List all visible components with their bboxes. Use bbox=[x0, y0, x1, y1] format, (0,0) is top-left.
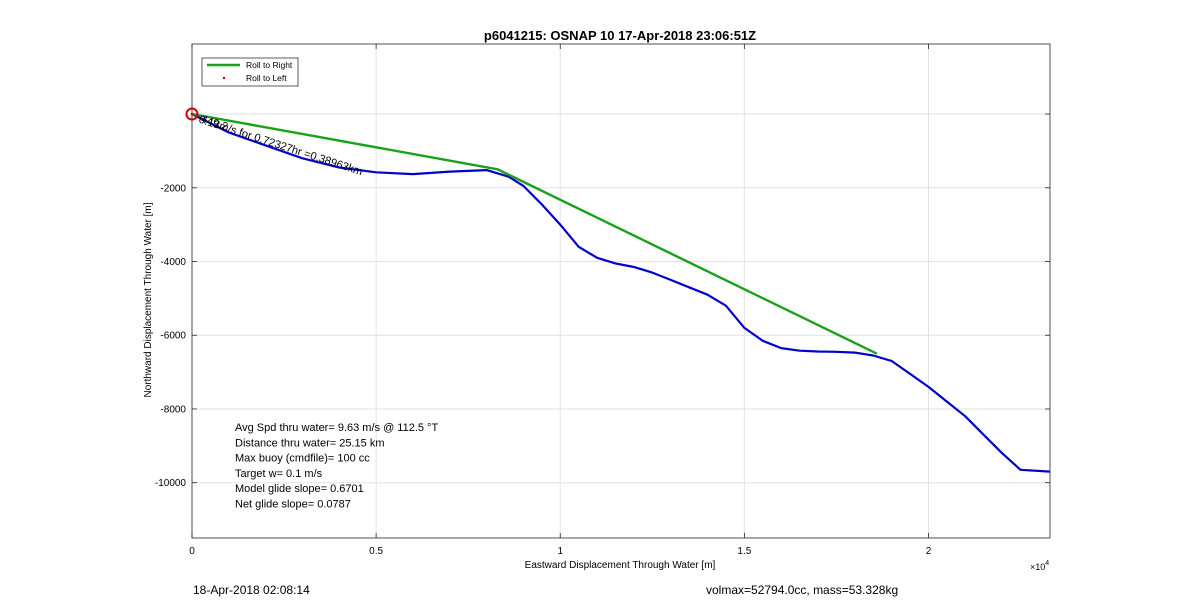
y-tick-label: -6000 bbox=[160, 331, 186, 342]
plot-area bbox=[192, 44, 1050, 538]
x-tick-label: 1 bbox=[557, 546, 563, 557]
y-tick-label: -10000 bbox=[155, 478, 187, 489]
x-exponent-label: ×104 bbox=[1030, 560, 1049, 572]
legend: Roll to Right Roll to Left bbox=[201, 57, 299, 87]
x-tick-label: 2 bbox=[926, 546, 932, 557]
series-roll-left-point bbox=[190, 112, 194, 116]
x-tick-label: 1.5 bbox=[737, 546, 751, 557]
footer-timestamp: 18-Apr-2018 02:08:14 bbox=[193, 583, 310, 597]
axes: 0 0.5 1 1.5 2 -10000 -8000 -6000 -4000 -2000 bbox=[155, 43, 1051, 557]
axes-frame bbox=[191, 43, 1051, 539]
x-tick-label: 0 bbox=[189, 546, 195, 557]
start-marker bbox=[185, 107, 199, 121]
legend-label-roll-left: Roll to Left bbox=[246, 73, 287, 83]
legend-label-roll-right: Roll to Right bbox=[246, 60, 293, 70]
x-tick-label: 0.5 bbox=[369, 546, 383, 557]
chart-title: p6041215: OSNAP 10 17-Apr-2018 23:06:51Z bbox=[484, 28, 756, 43]
stats-line: Avg Spd thru water= 9.63 m/s @ 112.5 °T bbox=[235, 422, 438, 434]
stats-line: Target w= 0.1 m/s bbox=[235, 468, 323, 480]
series-layer bbox=[185, 107, 1051, 473]
legend-swatch-roll-left bbox=[222, 76, 226, 80]
series-track-line bbox=[191, 113, 1051, 473]
grid bbox=[191, 44, 1050, 538]
x-axis-label: Eastward Displacement Through Water [m] bbox=[525, 560, 716, 571]
stats-line: Distance thru water= 25.15 km bbox=[235, 437, 385, 449]
stats-block: Avg Spd thru water= 9.63 m/s @ 112.5 °T D… bbox=[235, 422, 438, 511]
stats-line: Net glide slope= 0.0787 bbox=[235, 499, 351, 511]
stats-line: Model glide slope= 0.6701 bbox=[235, 483, 364, 495]
y-tick-label: -4000 bbox=[160, 257, 186, 268]
stats-line: Max buoy (cmdfile)= 100 cc bbox=[235, 453, 370, 465]
series-roll-right-line bbox=[191, 112, 878, 355]
y-tick-label: -2000 bbox=[160, 183, 186, 194]
y-axis-label: Northward Displacement Through Water [m] bbox=[143, 202, 154, 397]
y-tick-label: -8000 bbox=[160, 404, 186, 415]
footer-vol-mass: volmax=52794.0cc, mass=53.328kg bbox=[706, 583, 899, 597]
legend-box bbox=[201, 57, 299, 87]
